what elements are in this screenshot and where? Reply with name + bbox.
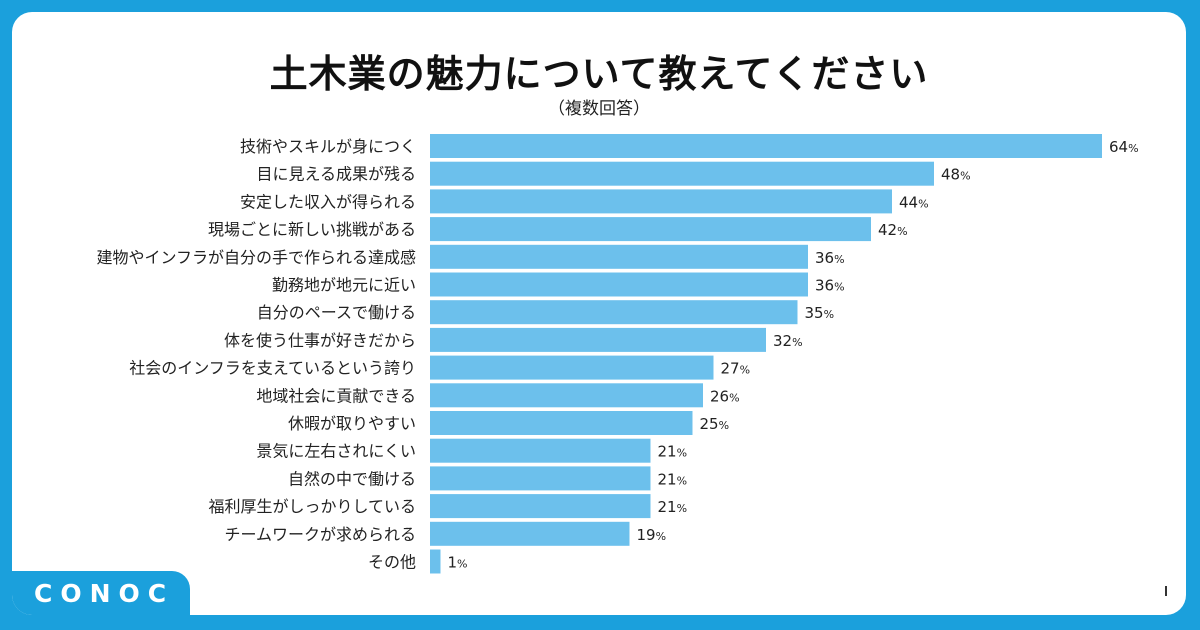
bar [430,438,651,463]
category-label: 目に見える成果が残る [256,165,416,184]
data-label: 36% [815,277,845,295]
data-label: 1% [448,554,468,572]
data-label: 26% [710,387,740,405]
corner-mark [1165,586,1167,596]
category-label: チームワークが求められる [224,525,416,544]
data-label: 25% [700,415,730,433]
category-label: 自然の中で働ける [288,469,416,488]
data-label: 42% [878,221,908,239]
data-label: 21% [658,498,688,516]
bar [430,244,808,269]
data-label: 21% [658,443,688,461]
chart-frame: 土木業の魅力について教えてください （複数回答） 技術やスキルが身につく 64% 目… [12,12,1186,615]
category-label: 安定した収入が得られる [240,192,416,211]
category-label: 福利厚生がしっかりしている [208,497,416,516]
category-label: 景気に左右されにくい [256,442,416,461]
data-label: 19% [637,526,667,544]
data-label: 44% [899,193,929,211]
category-label: 建物やインフラが自分の手で作られる達成感 [96,248,416,267]
bar [430,549,441,574]
bar [430,494,651,519]
category-label: 社会のインフラを支えているという誇り [129,359,416,378]
category-label: 休暇が取りやすい [288,414,416,433]
brand-logo: CONOC [34,579,175,608]
bar [430,355,714,380]
bar [430,411,693,435]
data-label: 36% [815,249,845,267]
bar [430,327,766,352]
data-label: 27% [721,360,751,378]
data-label: 64% [1109,138,1139,156]
chart-subtitle: （複数回答） [548,99,650,119]
category-label: その他 [368,553,416,572]
category-label: 技術やスキルが身につく [240,137,416,156]
bar [430,466,651,491]
bar [430,134,1102,158]
bar [430,161,934,186]
bar [430,189,892,214]
category-label: 自分のペースで働ける [257,303,416,322]
bar [430,217,871,242]
data-label: 48% [941,166,971,184]
chart-title: 土木業の魅力について教えてください [269,52,929,96]
bar-chart: 技術やスキルが身につく 64% 目に見える成果が残る 48% 安定した収入が得られる 44… [96,134,1139,574]
category-label: 勤務地が地元に近い [272,276,416,295]
bar [430,383,703,408]
brand-badge: CONOC [12,571,190,615]
data-label: 32% [773,332,803,350]
data-label: 35% [805,304,835,322]
bar [430,272,808,297]
category-label: 地域社会に貢献できる [256,386,416,405]
bar [430,300,798,325]
category-label: 体を使う仕事が好きだから [224,331,416,350]
category-label: 現場ごとに新しい挑戦がある [208,220,416,239]
bar [430,521,630,546]
data-label: 21% [658,470,688,488]
